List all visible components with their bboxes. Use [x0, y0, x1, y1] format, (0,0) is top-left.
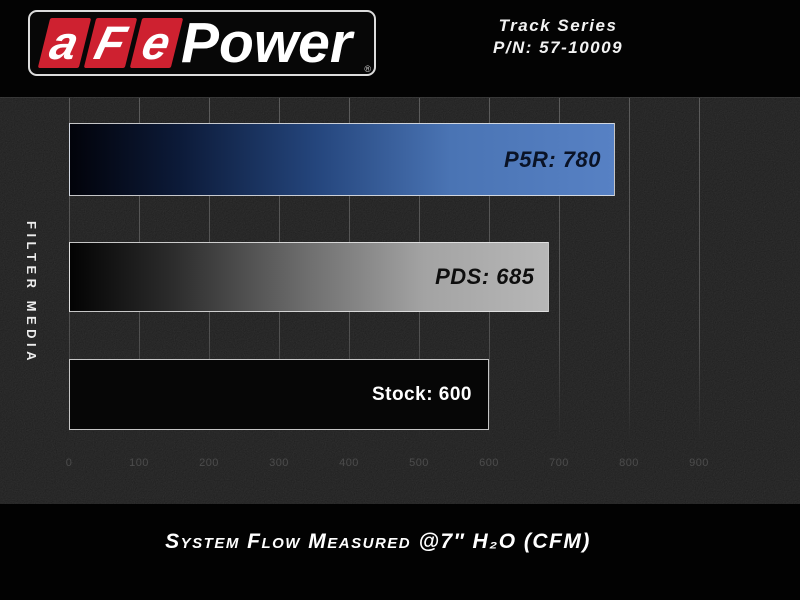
afe-power-logo: a F e Power ®: [28, 10, 376, 76]
gridline-700: [559, 98, 560, 440]
part-number: P/N: 57-10009: [492, 38, 624, 57]
logo-letter: a: [44, 16, 85, 69]
series-part-number: Track Series P/N: 57-10009: [448, 15, 668, 59]
x-tick-label-100: 100: [129, 457, 149, 469]
bar-pds: PDS: 685: [69, 242, 549, 312]
header-band: a F e Power ® Track Series P/N: 57-10009: [0, 0, 800, 97]
logo-wordmark: Power: [181, 11, 353, 75]
x-axis-caption: System Flow Measured @7″ H₂O (CFM): [165, 530, 591, 553]
x-tick-label-0: 0: [65, 457, 73, 469]
x-tick-label-400: 400: [339, 457, 359, 469]
logo-red-segment: F: [83, 16, 138, 69]
series-name: Track Series: [498, 16, 618, 35]
bar-value-label: Stock: 600: [371, 383, 472, 405]
x-tick-label-900: 900: [689, 457, 709, 469]
bar-value-label: P5R: 780: [504, 146, 601, 172]
flow-bar-chart: P5R: 780 PDS: 685 Stock: 600 0 100 200 300 400…: [0, 97, 800, 504]
bar-stock: Stock: 600: [69, 359, 489, 430]
logo-letter: F: [89, 16, 132, 69]
registered-trademark-icon: ®: [364, 64, 371, 74]
x-tick-label-200: 200: [199, 457, 219, 469]
x-tick-label-800: 800: [619, 457, 639, 469]
bar-p5r: P5R: 780: [69, 123, 615, 196]
logo-red-segment: a: [37, 16, 92, 69]
x-tick-label-600: 600: [479, 457, 499, 469]
logo-red-segment: e: [129, 16, 184, 69]
y-axis-title: FILTER MEDIA: [24, 221, 39, 366]
footer-band: System Flow Measured @7″ H₂O (CFM): [0, 504, 800, 600]
x-tick-label-300: 300: [269, 457, 289, 469]
x-tick-label-700: 700: [549, 457, 569, 469]
logo-letter: e: [136, 16, 177, 69]
gridline-800: [629, 98, 630, 440]
x-tick-label-500: 500: [409, 457, 429, 469]
header-chart-divider: [0, 97, 800, 98]
bar-value-label: PDS: 685: [435, 264, 535, 289]
gridline-900: [699, 98, 700, 440]
logo-inner: a F e Power ®: [30, 12, 374, 74]
